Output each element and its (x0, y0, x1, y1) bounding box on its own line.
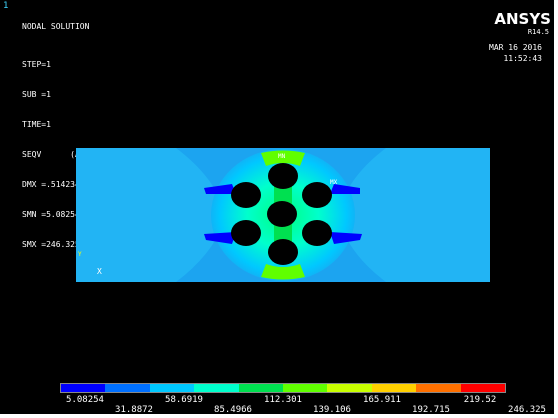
stress-band-top (261, 150, 305, 166)
low-stress-left-upper (204, 184, 236, 194)
legend-swatch (105, 384, 150, 392)
hole-bottom (268, 239, 298, 265)
axis-y-label: Y (78, 251, 82, 258)
plate-left-high-zone (76, 148, 226, 282)
legend-tick: 139.106 (313, 405, 351, 415)
legend-swatch (194, 384, 239, 392)
hole-top (268, 163, 298, 189)
hole-lower-right (302, 220, 332, 246)
hole-upper-right (302, 182, 332, 208)
legend-swatch (283, 384, 328, 392)
low-stress-left-lower (204, 232, 236, 244)
legend-swatch (61, 384, 106, 392)
contour-legend-bar (60, 383, 506, 393)
stress-band-bottom (261, 264, 305, 280)
stat-smn: SMN =5.08254 (22, 210, 80, 219)
legend-swatch (460, 384, 506, 392)
window-number: 1 (3, 1, 9, 11)
legend-swatch (149, 384, 195, 392)
plot-title: NODAL SOLUTION (22, 22, 90, 31)
hole-center (267, 201, 297, 227)
low-stress-right-upper (330, 184, 360, 194)
low-stress-right-lower (330, 232, 362, 244)
stat-smx: SMX =246.325 (22, 240, 80, 249)
hole-upper-left (231, 182, 261, 208)
legend-tick: 5.08254 (66, 395, 104, 405)
stat-substep: SUB =1 (22, 90, 51, 99)
stress-contour-model[interactable]: MX MN X Y (76, 148, 490, 282)
mn-marker: MN (278, 153, 286, 160)
release-label: R14.5 (527, 28, 549, 36)
legend-tick: 246.325 (508, 405, 546, 415)
time-label: 11:52:43 (503, 54, 542, 63)
stat-step: STEP=1 (22, 60, 51, 69)
legend-swatch (327, 384, 372, 392)
stat-dmx: DMX =.514234 (22, 180, 80, 189)
legend-tick: 165.911 (363, 395, 401, 405)
hole-lower-left (231, 220, 261, 246)
legend-tick: 31.8872 (115, 405, 153, 415)
stat-time: TIME=1 (22, 120, 51, 129)
ansys-logo: ANSYS (494, 10, 551, 28)
legend-swatch (416, 384, 461, 392)
mx-marker: MX (330, 179, 338, 186)
legend-tick: 58.6919 (165, 395, 203, 405)
legend-tick: 112.301 (264, 395, 302, 405)
legend-swatch (238, 384, 284, 392)
date-label: MAR 16 2016 (489, 43, 542, 52)
legend-tick: 219.52 (463, 395, 497, 405)
axis-x-label: X (97, 267, 102, 276)
plate-right-high-zone (338, 148, 490, 282)
legend-tick: 85.4966 (214, 405, 252, 415)
legend-tick: 192.715 (412, 405, 450, 415)
legend-swatch (371, 384, 417, 392)
